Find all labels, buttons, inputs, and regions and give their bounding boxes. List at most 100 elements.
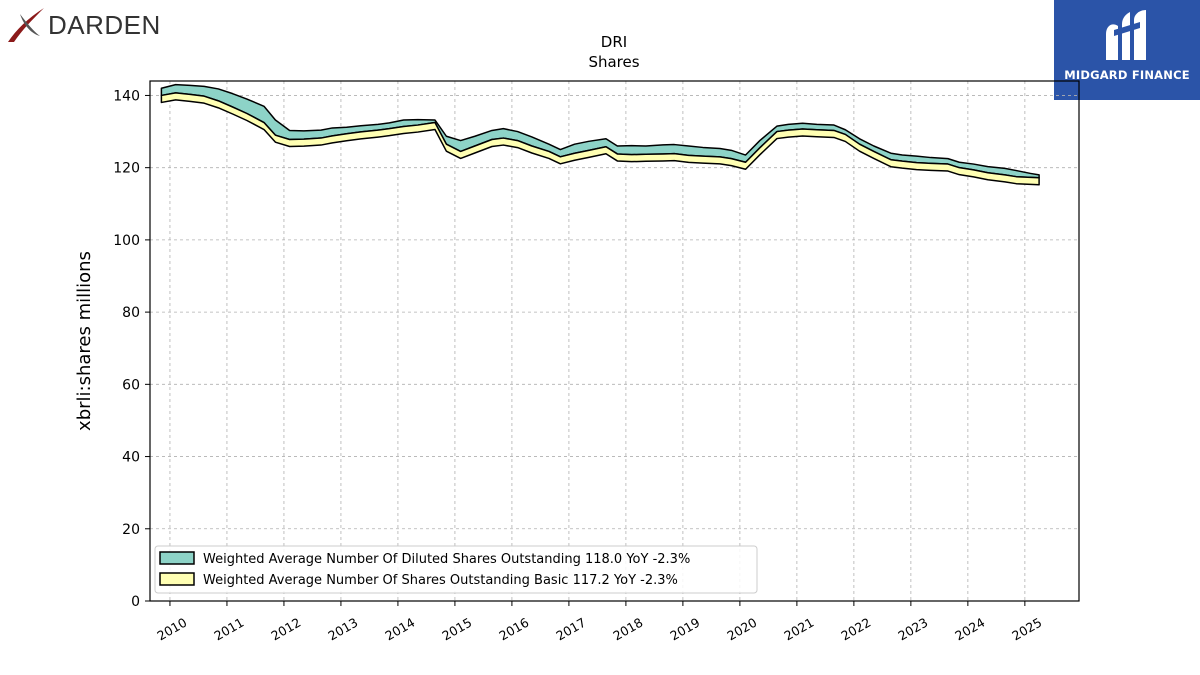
point-basic xyxy=(218,100,219,101)
x-tick-label: 2016 xyxy=(496,615,531,644)
point-basic xyxy=(645,154,646,155)
point-diluted xyxy=(745,154,746,155)
point-basic xyxy=(1016,176,1017,177)
x-tick-label: 2019 xyxy=(667,615,702,644)
point-diluted xyxy=(360,125,361,126)
point-diluted xyxy=(816,124,817,125)
point-diluted xyxy=(617,145,618,146)
x-tick-label: 2015 xyxy=(439,615,474,644)
point-basic xyxy=(531,145,532,146)
point-basic xyxy=(175,92,176,93)
point-diluted xyxy=(1030,173,1031,174)
point-diluted xyxy=(916,156,917,157)
area-basic-shares xyxy=(160,92,1040,186)
y-axis-ticks: 0 20 40 60 80 100 120 140 xyxy=(113,88,150,610)
point-basic xyxy=(548,151,549,152)
point-basic xyxy=(833,130,834,131)
point-basic xyxy=(446,144,447,145)
point-diluted xyxy=(645,145,646,146)
y-tick-label: 80 xyxy=(122,305,140,321)
point-basic xyxy=(930,163,931,164)
x-tick-label: 2010 xyxy=(154,615,189,644)
point-diluted xyxy=(859,138,860,139)
point-diluted xyxy=(560,149,561,150)
point-basic xyxy=(189,94,190,95)
point-basic xyxy=(776,131,777,132)
point-diluted xyxy=(389,122,390,123)
point-diluted xyxy=(403,119,404,120)
point-basic xyxy=(1004,174,1005,175)
point-diluted xyxy=(446,136,447,137)
point-diluted xyxy=(175,84,176,85)
point-basic xyxy=(517,140,518,141)
x-tick-label: 2012 xyxy=(268,615,303,644)
point-basic xyxy=(491,139,492,140)
point-diluted xyxy=(833,124,834,125)
y-tick-label: 40 xyxy=(122,450,140,466)
point-diluted xyxy=(731,150,732,151)
point-diluted xyxy=(873,145,874,146)
point-basic xyxy=(674,153,675,154)
point-diluted xyxy=(332,127,333,128)
midgard-finance-logo: MIDGARD FINANCE xyxy=(1054,0,1200,100)
point-basic xyxy=(275,135,276,136)
point-basic xyxy=(389,128,390,129)
legend: Weighted Average Number Of Diluted Share… xyxy=(154,545,758,594)
point-basic xyxy=(503,137,504,138)
point-basic xyxy=(417,124,418,125)
darden-swoosh-icon: DARDEN xyxy=(8,8,161,42)
point-diluted xyxy=(1016,170,1017,171)
y-tick-label: 20 xyxy=(122,522,140,538)
point-basic xyxy=(890,159,891,160)
point-basic xyxy=(802,128,803,129)
midgard-finance-logo-icon xyxy=(1106,10,1146,61)
point-diluted xyxy=(548,144,549,145)
point-basic xyxy=(719,156,720,157)
point-basic xyxy=(588,150,589,151)
point-basic xyxy=(662,153,663,154)
y-tick-label: 140 xyxy=(113,88,140,104)
point-diluted xyxy=(275,119,276,120)
point-basic xyxy=(702,156,703,157)
point-basic xyxy=(859,144,860,145)
legend-label-basic: Weighted Average Number Of Shares Outsta… xyxy=(203,573,678,588)
point-basic xyxy=(204,96,205,97)
point-basic xyxy=(688,155,689,156)
point-basic xyxy=(759,147,760,148)
point-diluted xyxy=(218,88,219,89)
point-diluted xyxy=(631,145,632,146)
plot-frame xyxy=(149,80,1080,602)
y-tick-label: 0 xyxy=(131,594,140,610)
x-tick-label: 2025 xyxy=(1009,615,1044,644)
legend-box xyxy=(154,545,758,594)
point-diluted xyxy=(289,130,290,131)
darden-logo-text: DARDEN xyxy=(48,10,161,40)
point-diluted xyxy=(377,124,378,125)
point-diluted xyxy=(320,130,321,131)
point-diluted xyxy=(845,129,846,130)
point-basic xyxy=(289,139,290,140)
x-tick-label: 2020 xyxy=(724,615,759,644)
chart-title: DRI xyxy=(601,33,627,51)
legend-label-diluted: Weighted Average Number Of Diluted Share… xyxy=(203,552,690,567)
point-basic xyxy=(460,151,461,152)
point-basic xyxy=(987,172,988,173)
point-diluted xyxy=(503,128,504,129)
point-diluted xyxy=(1004,168,1005,169)
point-basic xyxy=(574,153,575,154)
point-diluted xyxy=(947,158,948,159)
point-basic xyxy=(605,146,606,147)
x-tick-label: 2021 xyxy=(781,615,816,644)
point-basic xyxy=(332,135,333,136)
point-basic xyxy=(161,95,162,96)
point-basic xyxy=(303,139,304,140)
point-basic xyxy=(973,169,974,170)
point-basic xyxy=(320,137,321,138)
point-diluted xyxy=(1039,174,1040,175)
x-axis-ticks: 2010 2011 2012 2013 2014 2015 2016 2017 2018 2019… xyxy=(154,601,1044,644)
point-diluted xyxy=(902,154,903,155)
x-tick-label: 2022 xyxy=(838,615,873,644)
legend-swatch-diluted xyxy=(159,551,195,565)
point-basic xyxy=(232,106,233,107)
point-diluted xyxy=(246,98,247,99)
